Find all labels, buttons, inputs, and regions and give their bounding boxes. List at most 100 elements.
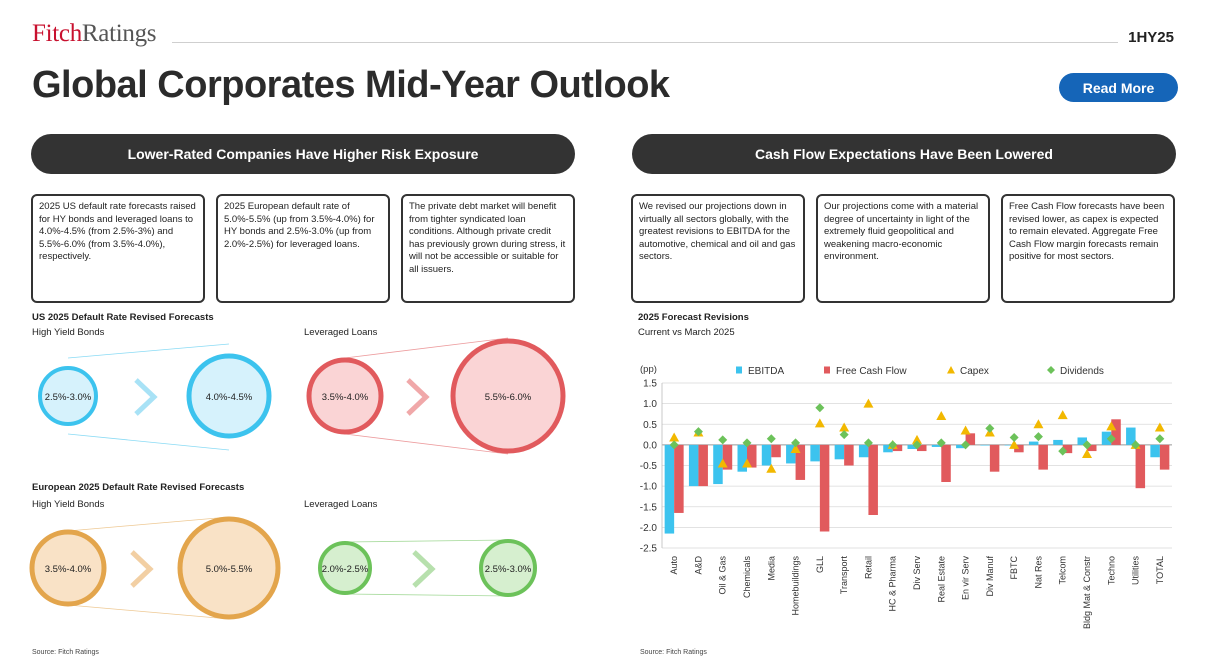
bar-free-cash-flow [698,444,708,487]
us-ll-from-value: 3.5%-4.0% [322,392,369,403]
us-forecast-title: US 2025 Default Rate Revised Forecasts [32,312,214,323]
legend-label: Dividends [1060,366,1104,377]
eu-hy-bubble-group: 3.5%-4.0% 5.0%-5.5% [29,516,281,620]
connector-line [67,343,230,359]
y-axis-label: (pp) [640,364,657,375]
x-tick-label: Utilities [1131,556,1141,586]
default-rate-bubbles: 2.5%-3.0% 4.0%-4.5% 3.5%-4.0% 5.5%-6.0% … [29,337,566,620]
dividends-marker [1155,434,1165,444]
bar-ebitda [1053,439,1063,445]
bar-ebitda [834,444,845,460]
capex-marker [669,432,680,442]
x-tick-label: Media [766,556,776,581]
arrow-chevron-icon [406,378,430,416]
eu-ll-label: Leveraged Loans [304,499,378,510]
dividends-marker [1082,440,1092,450]
dividends-marker [1033,432,1043,442]
connector-line [344,593,509,597]
us-hy-from-circle [38,366,98,426]
legend-label: EBITDA [748,366,784,377]
capex-marker [936,411,947,420]
x-tick-label: En vir Serv [961,556,971,601]
bar-free-cash-flow [1038,444,1048,470]
connector-line [67,604,230,620]
bar-free-cash-flow [868,444,878,515]
fitch-ratings-logo: FitchRatings [32,20,157,47]
eu-hy-to-value: 5.0%-5.5% [206,564,253,575]
bar-ebitda [1028,441,1039,445]
eu-hy-label: High Yield Bonds [32,499,105,510]
bar-free-cash-flow [747,444,757,468]
arrow-chevron-icon [134,378,158,416]
legend-swatch [1047,366,1055,374]
left-section-title: Lower-Rated Companies Have Higher Risk E… [31,134,575,174]
legend-label: Free Cash Flow [836,366,907,377]
capex-marker [912,434,922,444]
eu-ll-from-value: 2.0%-2.5% [322,564,369,575]
bar-free-cash-flow [819,444,830,532]
x-tick-label: FBTC [1009,556,1019,580]
read-more-button[interactable]: Read More [1059,73,1178,102]
dividends-marker [669,440,679,450]
dividends-marker [888,440,898,450]
legend-swatch [947,366,955,374]
connector-line [67,516,230,532]
bar-ebitda [980,444,990,446]
bar-free-cash-flow [917,444,927,452]
bar-free-cash-flow [674,444,684,513]
y-tick-label: -1.0 [640,482,658,493]
eu-hy-from-circle [29,529,107,607]
bar-free-cash-flow [965,433,976,445]
us-hy-label: High Yield Bonds [32,327,105,338]
dividends-marker [766,434,776,444]
x-tick-label: Telcom [1058,556,1068,585]
us-ll-bubble-group: 3.5%-4.0% 5.5%-6.0% [306,337,566,455]
free-cash-flow-box: Free Cash Flow forecasts have been revis… [1001,194,1175,303]
x-tick-label: HC & Pharma [888,556,898,612]
eu-hy-from-value: 3.5%-4.0% [45,564,92,575]
dividends-marker [985,423,995,433]
bar-free-cash-flow [844,444,854,466]
capex-marker [1154,422,1165,432]
x-tick-label: Real Estate [936,556,946,603]
bar-ebitda [1126,427,1136,445]
eu-ll-to-value: 2.5%-3.0% [485,564,532,575]
y-tick-label: -0.5 [640,461,658,472]
x-tick-label: Homebuildings [791,556,801,616]
bar-ebitda [1150,444,1160,458]
dividends-marker [742,438,752,448]
dividends-marker [1058,446,1068,456]
bar-free-cash-flow [1111,419,1121,445]
x-tick-label: Bldg Mat & Constr [1082,556,1092,629]
bar-free-cash-flow [1062,444,1073,454]
bar-ebitda [858,444,869,458]
right-section-title: Cash Flow Expectations Have Been Lowered [632,134,1176,174]
bar-free-cash-flow [722,444,733,470]
bar-free-cash-flow [771,444,781,458]
bar-free-cash-flow [892,444,903,452]
dividends-marker [912,440,922,450]
y-tick-label: 1.0 [643,399,657,410]
bar-free-cash-flow [1135,444,1146,489]
x-tick-label: Retail [863,556,873,579]
header-divider [172,42,1118,43]
right-source: Source: Fitch Ratings [640,649,707,656]
bar-ebitda [810,444,820,462]
bar-ebitda [907,444,917,449]
chart-subtitle: Current vs March 2025 [638,327,735,338]
capex-marker [742,458,752,468]
bar-free-cash-flow [989,444,1000,472]
connector-line [67,433,230,451]
bar-ebitda [1077,437,1087,445]
bar-ebitda [1004,444,1015,446]
us-ll-to-circle [450,338,566,454]
eu-ll-bubble-group: 2.0%-2.5% 2.5%-3.0% [318,539,537,597]
x-tick-label: Chemicals [742,556,752,599]
us-hy-to-circle [186,353,272,439]
x-tick-label: Auto [669,556,679,575]
capex-marker [1009,439,1020,449]
capex-marker [960,425,971,435]
y-tick-label: -2.0 [640,523,658,534]
x-tick-label: Oil & Gas [718,556,728,595]
page-title: Global Corporates Mid-Year Outlook [32,64,670,106]
